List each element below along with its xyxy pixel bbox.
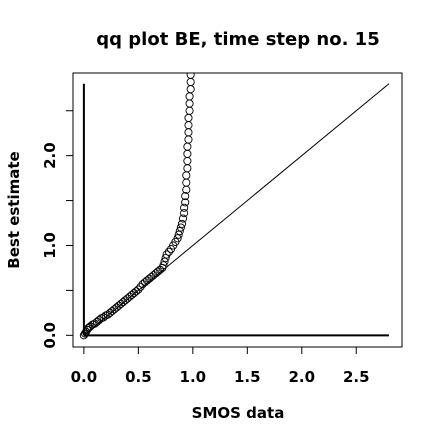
x-tick-label: 2.0: [288, 368, 315, 386]
data-point: [180, 209, 189, 218]
data-point: [177, 219, 186, 228]
data-point: [182, 171, 191, 180]
chart-title: qq plot BE, time step no. 15: [96, 29, 379, 50]
data-point: [174, 230, 183, 239]
data-point: [162, 250, 171, 259]
data-point: [176, 223, 185, 232]
data-points: [79, 73, 195, 340]
data-point: [159, 261, 168, 270]
x-tick-label: 2.5: [343, 368, 370, 386]
x-tick-label: 1.0: [180, 368, 207, 386]
data-point: [180, 203, 189, 212]
data-point: [183, 156, 192, 166]
data-point: [181, 198, 190, 207]
data-point: [175, 227, 184, 236]
data-point: [178, 214, 188, 223]
y-tick-label: 0.0: [41, 322, 59, 349]
data-point: [186, 73, 195, 79]
data-point: [185, 106, 194, 115]
data-point: [99, 313, 108, 322]
data-point: [184, 135, 193, 144]
data-point: [86, 322, 95, 331]
x-axis: 0.0 0.5 1.0 1.5 2.0 2.5: [71, 346, 370, 386]
data-point: [183, 149, 192, 158]
data-point: [164, 247, 173, 256]
data-point: [184, 113, 193, 122]
data-point: [183, 164, 192, 173]
data-point: [173, 234, 182, 243]
data-point: [134, 285, 143, 294]
reference-line-identity: [83, 83, 390, 336]
data-point: [136, 282, 145, 291]
x-tick-label: 0.5: [125, 368, 152, 386]
plot-frame: [72, 72, 403, 348]
data-point: [161, 254, 170, 263]
data-point: [186, 77, 195, 87]
data-point: [185, 92, 194, 101]
data-point: [183, 142, 192, 151]
data-point: [184, 121, 193, 130]
data-point: [132, 287, 141, 296]
data-point: [185, 99, 194, 108]
reference-lines: [82, 83, 390, 337]
data-point: [181, 192, 190, 201]
data-point: [160, 257, 169, 266]
x-tick-label: 1.5: [234, 368, 261, 386]
data-point: [186, 85, 195, 94]
x-tick-label: 0.0: [71, 368, 98, 386]
y-axis-label: Best estimate: [5, 151, 23, 268]
data-point: [184, 128, 193, 137]
data-point: [95, 315, 104, 325]
y-tick-label: 1.0: [41, 232, 59, 259]
y-axis: 0.0 1.0 2.0: [41, 110, 74, 349]
data-point: [182, 178, 191, 187]
x-axis-label: SMOS data: [192, 404, 285, 422]
y-tick-label: 2.0: [41, 142, 59, 169]
